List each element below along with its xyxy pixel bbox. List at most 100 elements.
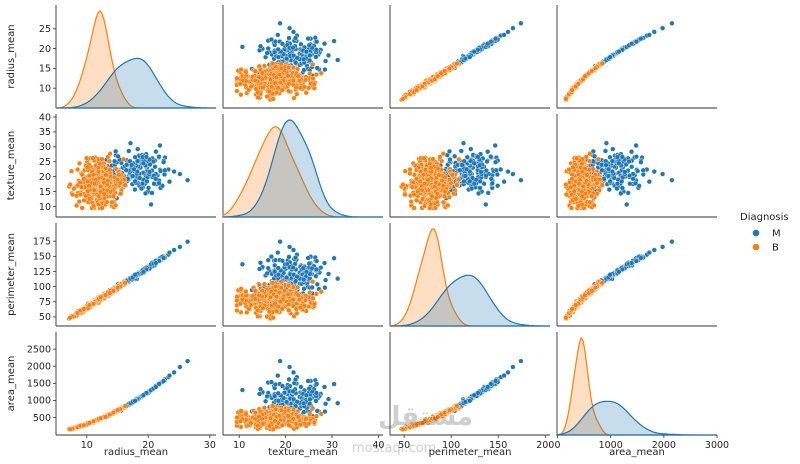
point-b-349	[577, 181, 582, 186]
point-m-203	[452, 154, 457, 159]
point-m-174	[258, 260, 263, 265]
point-m-148	[459, 149, 464, 154]
point-b-195	[286, 65, 291, 70]
point-b-350	[111, 194, 116, 199]
point-b-346	[257, 293, 262, 298]
point-m-201	[284, 275, 289, 280]
point-m-130	[627, 181, 632, 186]
point-b-337	[278, 80, 283, 85]
point-b-220	[587, 159, 592, 164]
point-b-227	[91, 172, 96, 177]
point-b-332	[277, 72, 282, 77]
point-m-94	[629, 164, 634, 169]
point-m-207	[306, 256, 311, 261]
point-b-236	[122, 177, 127, 182]
point-m-163	[323, 285, 328, 290]
point-b-202	[69, 169, 74, 174]
point-m-123	[143, 191, 148, 196]
point-b-345	[578, 165, 583, 170]
point-m-171	[460, 163, 465, 168]
point-m-200	[617, 161, 622, 166]
point-m-203	[116, 154, 121, 159]
point-m-0	[185, 178, 190, 183]
point-b-340	[85, 165, 90, 170]
point-m-197	[610, 159, 615, 164]
point-m-117	[158, 169, 163, 174]
point-m-197	[135, 159, 140, 164]
point-b-200	[306, 304, 311, 309]
point-b-339	[563, 182, 568, 187]
point-m-123	[476, 191, 481, 196]
point-m-186	[647, 250, 652, 255]
point-b-252	[78, 180, 83, 185]
point-m-193	[335, 276, 340, 281]
point-b-339	[401, 97, 406, 102]
point-m-150	[326, 272, 331, 277]
point-m-127	[511, 26, 516, 31]
ytick-label: 150	[33, 252, 51, 263]
point-m-158	[472, 181, 477, 186]
point-m-191	[624, 202, 629, 207]
point-m-149	[172, 248, 177, 253]
point-b-347	[96, 194, 101, 199]
point-b-336	[286, 89, 291, 94]
point-b-350	[442, 69, 447, 74]
point-m-178	[448, 157, 453, 162]
point-b-347	[580, 194, 585, 199]
point-m-172	[469, 186, 474, 191]
ytick-label: 25	[39, 157, 51, 168]
point-b-346	[257, 75, 262, 80]
point-m-200	[141, 269, 146, 274]
point-b-349	[92, 181, 97, 186]
point-b-314	[79, 185, 84, 190]
point-b-316	[91, 156, 96, 161]
point-m-117	[635, 169, 640, 174]
point-b-280	[445, 203, 450, 208]
point-m-207	[493, 160, 498, 165]
point-b-348	[255, 308, 260, 313]
point-b-335	[260, 288, 265, 293]
point-m-156	[133, 187, 138, 192]
point-b-348	[255, 90, 260, 95]
point-b-347	[430, 194, 435, 199]
point-b-339	[563, 97, 568, 102]
point-b-339	[271, 97, 276, 102]
point-m-173	[280, 258, 285, 263]
point-m-119	[287, 255, 292, 260]
point-m-199	[476, 155, 481, 160]
point-b-236	[456, 177, 461, 182]
point-b-354	[593, 177, 598, 182]
point-m-173	[153, 176, 158, 181]
point-b-351	[268, 77, 273, 82]
point-b-182	[319, 289, 324, 294]
point-b-9	[456, 157, 461, 162]
point-m-209	[293, 279, 298, 284]
point-b-354	[279, 285, 284, 290]
point-b-355	[81, 176, 86, 181]
point-m-200	[617, 269, 622, 274]
point-m-172	[615, 186, 620, 191]
point-b-352	[576, 204, 581, 209]
point-m-149	[291, 30, 296, 35]
point-m-179	[291, 45, 296, 50]
point-b-220	[307, 71, 312, 76]
point-m-185	[488, 154, 493, 159]
point-m-149	[506, 169, 511, 174]
point-m-121	[162, 168, 167, 173]
point-m-172	[265, 271, 270, 276]
point-b-316	[422, 156, 427, 161]
point-b-354	[115, 285, 120, 290]
point-b-326	[428, 202, 433, 207]
point-b-351	[432, 184, 437, 189]
point-b-280	[239, 67, 244, 72]
point-b-80	[423, 167, 428, 172]
point-b-319	[585, 173, 590, 178]
point-m-207	[639, 256, 644, 261]
point-b-150	[314, 292, 319, 297]
point-m-0	[519, 21, 524, 26]
point-m-197	[308, 53, 313, 58]
point-m-186	[275, 250, 280, 255]
point-b-342	[414, 198, 419, 203]
point-b-356	[583, 166, 588, 171]
point-m-206	[629, 149, 634, 154]
